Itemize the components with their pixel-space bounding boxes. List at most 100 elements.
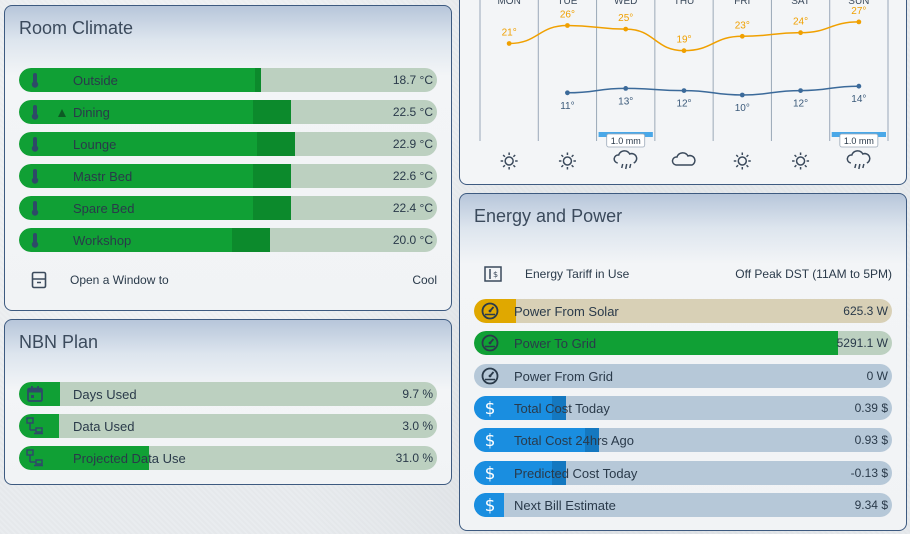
energy-power-title: Energy and Power [474,206,623,226]
climate-temperature: 22.5 °C [392,105,433,119]
thermometer-icon [31,73,39,88]
energy-level-bar [474,299,516,323]
climate-row[interactable]: Workshop 20.0 °C [19,228,437,252]
energy-row-label: Power From Solar [514,304,619,319]
sunny-icon [792,152,810,170]
low-temp-point [798,88,803,93]
low-temp-label: 12° [793,99,808,110]
window-advice-label: Open a Window to [70,273,169,287]
high-temp-point [623,26,629,32]
energy-tariff-row[interactable]: $ Energy Tariff in Use Off Peak DST (11A… [474,262,892,286]
network-icon [26,449,43,467]
climate-room-label: Outside [73,73,118,88]
energy-cost-icon-bg [474,493,504,517]
climate-level-bar [19,196,291,220]
energy-row[interactable]: $ Total Cost 24hrs Ago 0.93 $ [474,428,892,452]
energy-row[interactable]: $ Total Cost Today 0.39 $ [474,396,892,420]
climate-row[interactable]: Outside 18.7 °C [19,68,437,92]
climate-level-shade [255,68,261,92]
high-temp-point [565,23,570,28]
thermometer-icon [31,137,39,152]
low-temp-label: 11° [560,101,574,112]
energy-row-label: Total Cost 24hrs Ago [514,433,634,448]
climate-level-bar [19,164,291,188]
climate-level-shade [253,196,291,220]
climate-temperature: 22.4 °C [392,201,433,215]
climate-temperature: 22.9 °C [392,137,433,151]
rain-tag-box [606,133,646,148]
rain-cloud-icon [613,150,638,170]
thermometer-icon [31,169,39,184]
svg-text:$: $ [485,496,496,514]
gauge-icon [481,367,499,385]
climate-level-shade [253,164,291,188]
high-temp-label: 27° [851,6,866,17]
dollar-icon: $ [485,464,496,482]
weather-forecast-card: MON TUE WED THU FRI SAT SUN 21° 26° 25° 19° 23° 24° 2… [459,0,907,185]
energy-row[interactable]: $ Predicted Cost Today -0.13 $ [474,461,892,485]
energy-row[interactable]: Power From Grid 0 W [474,364,892,388]
energy-row-value: 0 W [866,369,888,383]
high-temp-label: 23° [735,20,750,31]
nbn-row[interactable]: Days Used 9.7 % [19,382,437,406]
energy-row-value: 0.39 $ [854,401,888,415]
energy-power-card: Energy and Power $ Energy Tariff in Use … [459,193,907,531]
nbn-row[interactable]: Data Used 3.0 % [19,414,437,438]
climate-row[interactable]: Dining 22.5 °C [19,100,437,124]
climate-row[interactable]: Lounge 22.9 °C [19,132,437,156]
energy-row[interactable]: Power To Grid 5291.1 W [474,331,892,355]
energy-row-value: 625.3 W [843,304,888,318]
climate-row[interactable]: Mastr Bed 22.6 °C [19,164,437,188]
weather-day-label: SAT [791,0,810,7]
nbn-plan-card: NBN Plan Days Used 9.7 % Data Used 3.0 % Pro… [4,319,452,485]
gauge-icon [481,302,499,320]
weather-day-label: THU [674,0,695,7]
low-temp-label: 10° [735,103,750,114]
nbn-row-label: Projected Data Use [73,451,186,466]
energy-tariff-label: Energy Tariff in Use [525,267,630,281]
sunny-icon [733,152,751,170]
room-climate-title: Room Climate [19,18,134,38]
nbn-level-bar [19,382,60,406]
energy-level-shade [552,396,566,420]
climate-room-label: Mastr Bed [73,169,133,184]
svg-text:$: $ [493,270,498,279]
low-temp-point [681,88,687,93]
climate-temperature: 22.6 °C [392,169,433,183]
high-temp-label: 21° [502,27,517,38]
nbn-row[interactable]: Projected Data Use 31.0 % [19,446,437,470]
cloud-icon [671,152,696,166]
energy-row-value: -0.13 $ [850,466,888,480]
high-temp-label: 24° [793,17,808,28]
window-advice-value: Cool [412,273,437,287]
high-temp-point [798,30,803,36]
energy-cost-icon-bg [474,428,504,452]
calendar-icon [27,386,43,402]
climate-room-label: Workshop [73,233,132,248]
low-temp-point [623,86,629,91]
high-temp-label: 19° [676,35,691,46]
sunny-icon [500,152,518,170]
nbn-row-value: 9.7 % [402,387,433,401]
low-temp-point [565,90,570,96]
nbn-row-label: Data Used [73,419,135,434]
high-temp-label: 25° [618,13,633,24]
climate-room-label: Spare Bed [73,201,135,216]
thermometer-icon [31,233,39,248]
climate-level-bar [19,228,270,252]
rain-cloud-icon [846,150,871,170]
energy-row-label: Next Bill Estimate [514,498,616,513]
window-advice-row[interactable]: Open a Window to Cool [19,268,437,292]
nbn-row-value: 3.0 % [402,419,433,433]
energy-row[interactable]: $ Next Bill Estimate 9.34 $ [474,493,892,517]
climate-level-shade [257,132,295,156]
high-temp-point [506,41,512,46]
climate-row[interactable]: Spare Bed 22.4 °C [19,196,437,220]
energy-level-bar [474,331,838,355]
dollar-icon: $ [485,399,496,417]
network-icon [26,417,43,435]
energy-row[interactable]: Power From Solar 625.3 W [474,299,892,323]
thermometer-icon [31,105,39,120]
svg-text:$: $ [485,431,496,449]
climate-temperature: 18.7 °C [392,73,433,87]
